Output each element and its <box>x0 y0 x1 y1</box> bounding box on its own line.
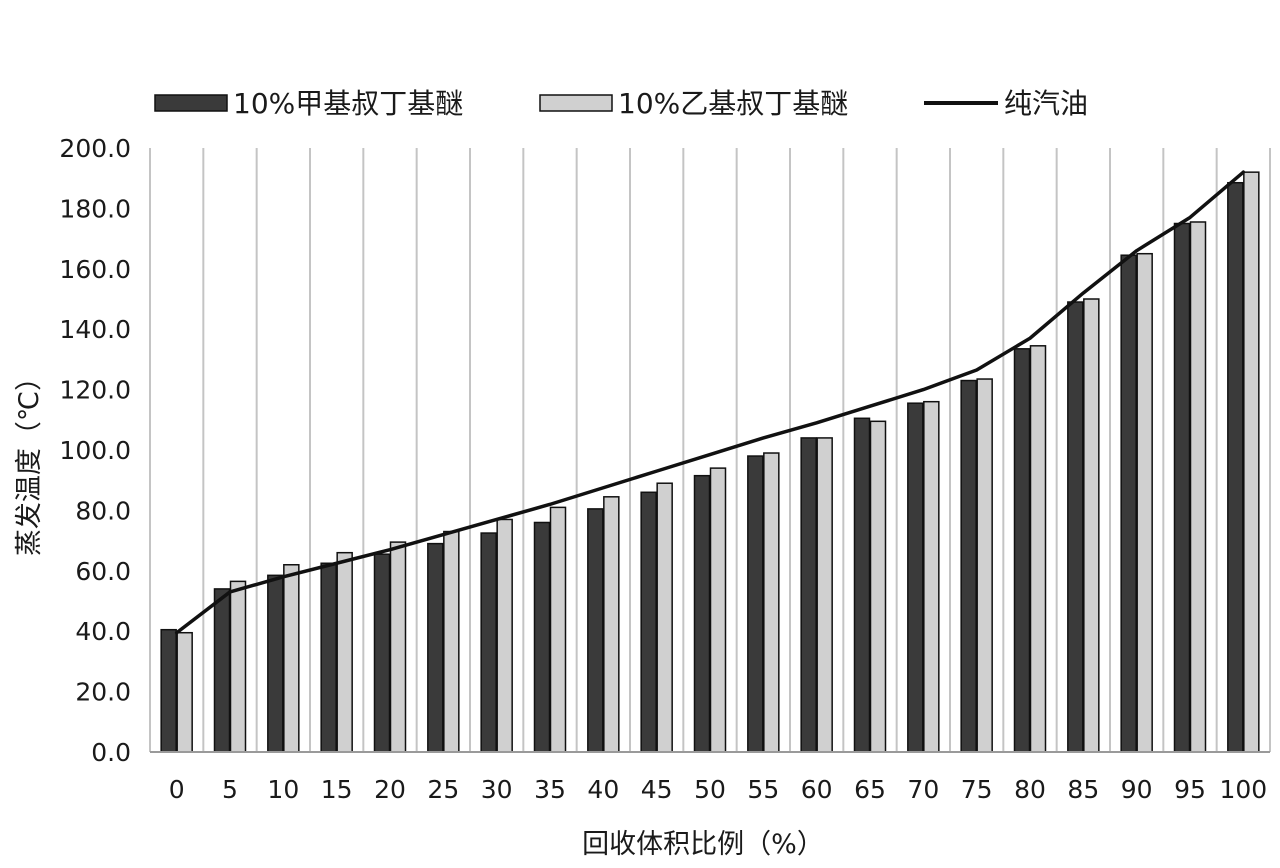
bar-series-2 <box>869 420 887 753</box>
bar-series-2 <box>496 518 513 753</box>
bar-series-1 <box>267 574 284 753</box>
bar-series-2 <box>656 482 673 753</box>
y-tick-label: 60.0 <box>75 557 131 586</box>
bar-series-1 <box>320 562 337 753</box>
legend-swatch-series-1 <box>154 94 228 112</box>
bar-series-2 <box>816 437 833 753</box>
bar-series-1 <box>533 521 551 753</box>
bar-series-1 <box>427 542 444 753</box>
line-series-group <box>174 170 1246 635</box>
bar-series-2 <box>603 496 620 753</box>
bar-series-1 <box>693 474 711 753</box>
bar-series-1 <box>907 402 924 753</box>
bar-series-1 <box>1067 301 1084 753</box>
x-tick-label: 15 <box>321 775 353 804</box>
x-tick-label: 55 <box>747 775 779 804</box>
line-series-1 <box>174 170 1246 635</box>
legend-item-series-2: 10%乙基叔丁基醚 <box>539 87 848 120</box>
x-tick-label: 100 <box>1219 775 1267 804</box>
bar-series-1 <box>747 455 764 753</box>
bar-series-1 <box>960 379 977 753</box>
y-tick-label: 80.0 <box>75 496 131 525</box>
bar-series-2 <box>923 400 940 753</box>
x-tick-label: 95 <box>1174 775 1206 804</box>
x-axis-title: 回收体积比例（%） <box>582 829 824 860</box>
x-tick-label: 10 <box>267 775 299 804</box>
x-tick-label: 60 <box>801 775 833 804</box>
y-tick-label: 160.0 <box>59 255 131 284</box>
vertical-gridlines <box>149 148 1271 752</box>
bar-series-1 <box>1013 348 1031 753</box>
bar-series-2 <box>389 541 407 753</box>
x-tick-label: 50 <box>694 775 726 804</box>
x-tick-label: 30 <box>481 775 513 804</box>
bar-series-1 <box>1120 254 1137 753</box>
bar-series-1 <box>480 532 497 753</box>
legend-swatch-series-2 <box>539 94 613 112</box>
bar-series-2 <box>443 530 460 753</box>
x-tick-label: 90 <box>1121 775 1153 804</box>
y-tick-label: 140.0 <box>59 315 131 344</box>
y-tick-label: 20.0 <box>75 678 131 707</box>
bar-series-2 <box>229 580 247 753</box>
bar-series-2 <box>283 564 300 753</box>
legend: 10%甲基叔丁基醚 10%乙基叔丁基醚 纯汽油 <box>154 87 1088 120</box>
bar-series-2 <box>976 378 993 753</box>
bar-series-2 <box>176 631 193 753</box>
y-tick-label: 180.0 <box>59 194 131 223</box>
bar-series-2 <box>763 452 780 753</box>
y-tick-label: 0.0 <box>91 738 131 767</box>
x-tick-label: 20 <box>374 775 406 804</box>
bar-series-2 <box>1136 252 1153 753</box>
y-tick-label: 100.0 <box>59 436 131 465</box>
bar-series-2 <box>1029 345 1047 753</box>
y-axis-title: 蒸发温度（℃） <box>14 364 45 556</box>
x-tick-label: 5 <box>222 775 238 804</box>
x-tick-labels: 0 5 10 15 20 25 30 35 40 45 50 55 60 65 70 75 80 85 90 95 10… <box>169 775 1267 804</box>
bar-series-group <box>160 171 1260 753</box>
bar-series-1 <box>587 508 604 753</box>
y-tick-label: 120.0 <box>59 376 131 405</box>
bar-series-1 <box>373 553 391 753</box>
bar-series-2 <box>709 467 727 753</box>
x-tick-label: 25 <box>427 775 459 804</box>
x-tick-label: 70 <box>907 775 939 804</box>
x-tick-label: 80 <box>1014 775 1046 804</box>
x-tick-label: 0 <box>169 775 185 804</box>
bar-series-1 <box>160 628 177 753</box>
y-tick-label: 40.0 <box>75 617 131 646</box>
bar-series-1 <box>1173 222 1191 753</box>
x-tick-label: 85 <box>1067 775 1099 804</box>
x-tick-label: 40 <box>587 775 619 804</box>
bar-series-2 <box>1083 298 1100 753</box>
legend-item-series-1: 10%甲基叔丁基醚 <box>154 87 463 120</box>
bar-series-1 <box>853 417 871 753</box>
bar-series-2 <box>336 551 353 753</box>
bar-series-1 <box>800 437 817 753</box>
x-tick-label: 75 <box>961 775 993 804</box>
legend-label-series-2: 10%乙基叔丁基醚 <box>618 87 848 120</box>
x-tick-label: 45 <box>641 775 673 804</box>
legend-label-series-1: 10%甲基叔丁基醚 <box>233 87 463 120</box>
y-tick-labels: 0.0 20.0 40.0 60.0 80.0 100.0 120.0 140.0 160.0 1… <box>59 134 131 767</box>
legend-item-series-3: 纯汽油 <box>924 87 1088 120</box>
legend-label-series-3: 纯汽油 <box>1004 87 1088 120</box>
bar-series-2 <box>549 506 567 753</box>
x-tick-label: 65 <box>854 775 886 804</box>
x-tick-label: 35 <box>534 775 566 804</box>
y-tick-label: 200.0 <box>59 134 131 163</box>
bar-series-2 <box>1243 171 1260 753</box>
bar-series-1 <box>1227 181 1244 753</box>
bar-series-1 <box>640 491 657 753</box>
bar-series-2 <box>1189 221 1207 753</box>
bar-series-1 <box>213 588 231 753</box>
